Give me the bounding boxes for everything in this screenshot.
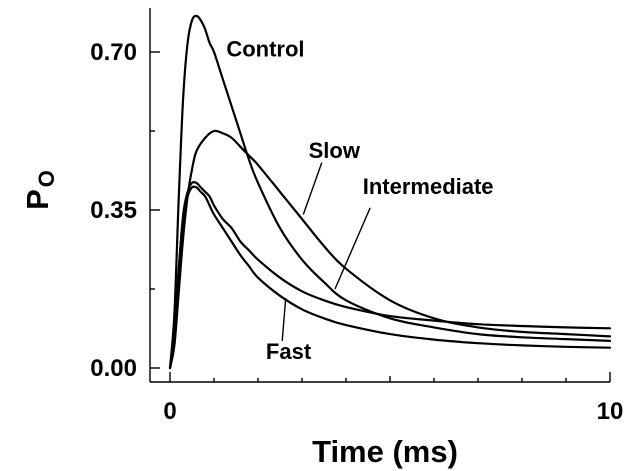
y-axis-label: PO xyxy=(20,170,59,210)
y-tick-label: 0.35 xyxy=(90,197,137,224)
annotation-control: Control xyxy=(226,37,304,62)
y-tick-label: 0.70 xyxy=(90,39,137,66)
x-tick-label: 10 xyxy=(597,398,624,425)
annotation-leaders xyxy=(281,162,371,341)
annotation-fast: Fast xyxy=(266,339,312,364)
series-line-control xyxy=(168,14,612,370)
x-tick-label: 0 xyxy=(163,398,176,425)
axes xyxy=(149,8,610,383)
y-tick-label: 0.00 xyxy=(90,355,137,382)
y-axis-label-subscript: O xyxy=(34,170,59,187)
svg-text:PO: PO xyxy=(20,170,59,210)
x-axis-label: Time (ms) xyxy=(312,434,458,469)
leader-slow xyxy=(302,162,323,215)
series-line-intermediate xyxy=(168,180,612,370)
annotation-intermediate: Intermediate xyxy=(363,174,494,199)
leader-fast xyxy=(281,297,287,341)
y-axis-label-main: P xyxy=(20,189,55,210)
ticks: 0.00 0.35 0.70 0 10 xyxy=(90,39,623,425)
series-lines xyxy=(168,14,612,370)
annotation-slow: Slow xyxy=(309,138,361,163)
leader-intermediate xyxy=(334,207,371,290)
series-line-fast xyxy=(168,185,612,370)
